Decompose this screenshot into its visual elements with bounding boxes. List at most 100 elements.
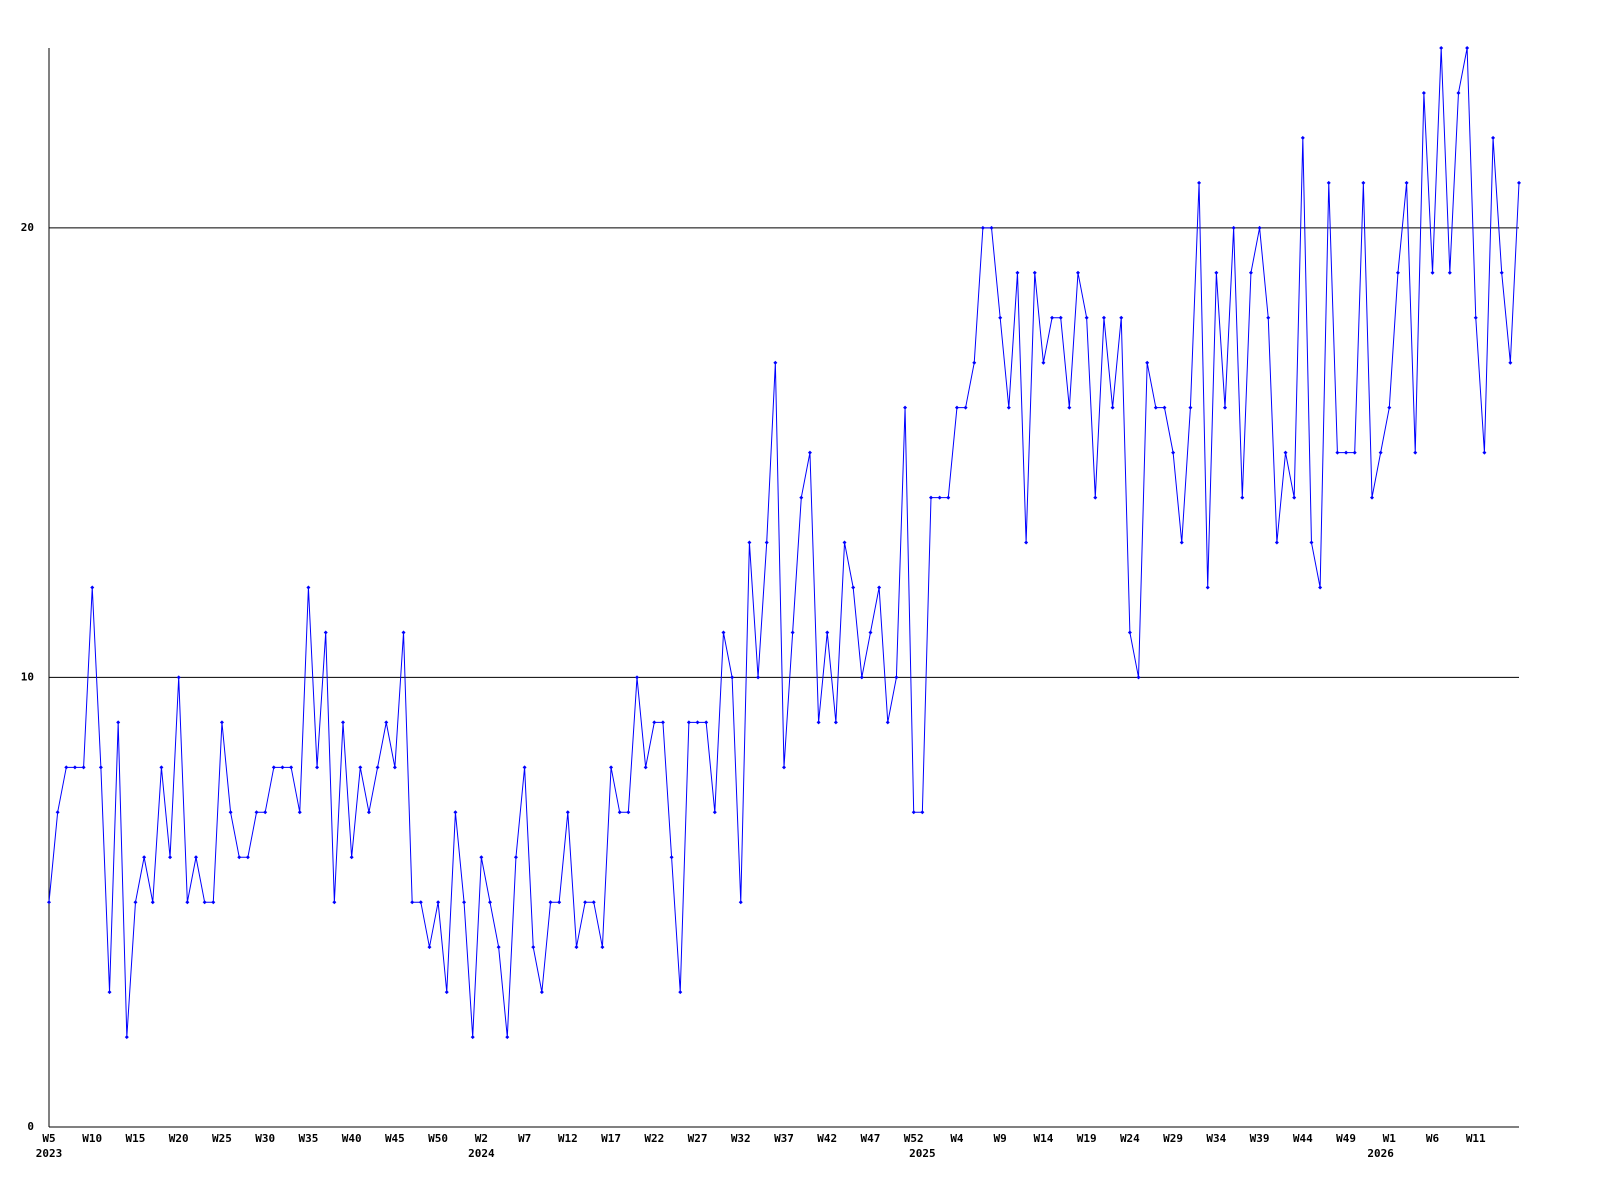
marker — [1309, 540, 1314, 545]
x-tick-label: W44 — [1293, 1132, 1313, 1145]
marker — [1076, 270, 1080, 275]
marker — [366, 810, 371, 815]
marker — [228, 810, 233, 815]
marker — [583, 900, 588, 905]
marker — [1171, 450, 1176, 455]
marker — [116, 720, 121, 725]
x-tick-label: W6 — [1426, 1132, 1440, 1145]
x-tick-label: W12 — [558, 1132, 578, 1145]
marker — [1300, 135, 1305, 140]
marker — [202, 900, 207, 905]
marker — [64, 765, 69, 770]
marker — [1110, 405, 1115, 410]
marker — [885, 720, 890, 725]
x-tick-label: W9 — [994, 1132, 1007, 1145]
marker — [1041, 360, 1046, 365]
marker — [877, 585, 882, 590]
marker — [1136, 675, 1141, 680]
marker — [1119, 315, 1124, 320]
marker — [1491, 135, 1496, 140]
marker — [790, 630, 795, 635]
marker — [1318, 585, 1323, 590]
marker — [245, 855, 250, 860]
marker — [980, 225, 985, 230]
marker — [488, 900, 492, 905]
marker — [712, 810, 717, 815]
marker — [427, 945, 432, 950]
marker — [946, 495, 951, 500]
x-year-label: 2026 — [1367, 1147, 1394, 1160]
marker — [807, 450, 812, 455]
line — [48, 47, 1520, 1038]
x-tick-label: W40 — [342, 1132, 362, 1145]
marker — [1257, 225, 1262, 230]
marker — [1197, 180, 1202, 185]
marker — [133, 900, 138, 905]
marker — [505, 1035, 510, 1040]
x-tick-label: W20 — [169, 1132, 189, 1145]
marker — [55, 810, 60, 815]
marker — [1162, 405, 1167, 410]
x-tick-label: W7 — [518, 1132, 531, 1145]
marker — [1456, 90, 1461, 95]
marker — [609, 765, 614, 770]
x-tick-label: W29 — [1163, 1132, 1183, 1145]
marker — [384, 720, 389, 725]
marker — [159, 765, 164, 770]
marker — [773, 360, 778, 365]
marker — [695, 720, 700, 725]
marker — [496, 945, 501, 950]
marker — [375, 765, 380, 770]
marker — [1223, 405, 1227, 410]
marker — [1439, 46, 1444, 50]
marker — [825, 630, 830, 635]
marker — [1499, 270, 1504, 275]
marker — [1127, 630, 1132, 635]
marker — [660, 720, 665, 725]
x-tick-label: W52 — [904, 1132, 924, 1145]
marker — [1517, 180, 1521, 185]
marker — [280, 765, 285, 770]
marker — [271, 765, 276, 770]
marker — [107, 990, 112, 995]
x-year-label: 2025 — [909, 1147, 936, 1160]
marker — [211, 900, 216, 905]
x-tick-label: W39 — [1250, 1132, 1270, 1145]
marker — [470, 1035, 475, 1040]
marker — [315, 765, 320, 770]
x-tick-label: W45 — [385, 1132, 405, 1145]
marker — [1465, 46, 1470, 50]
marker — [358, 765, 363, 770]
marker — [1101, 315, 1106, 320]
marker — [1179, 540, 1184, 545]
marker — [989, 225, 994, 230]
marker — [1093, 495, 1098, 500]
x-tick-label: W15 — [126, 1132, 146, 1145]
marker — [747, 540, 752, 545]
marker — [1482, 450, 1487, 455]
marker — [142, 855, 147, 860]
marker — [859, 675, 864, 680]
x-tick-label: W1 — [1383, 1132, 1397, 1145]
marker — [686, 720, 691, 725]
marker — [1067, 405, 1072, 410]
marker — [626, 810, 631, 815]
marker — [730, 675, 735, 680]
marker — [799, 495, 804, 500]
marker — [1266, 315, 1271, 320]
marker — [522, 765, 527, 770]
marker — [617, 810, 622, 815]
marker — [1404, 180, 1409, 185]
x-tick-label: W34 — [1206, 1132, 1226, 1145]
x-tick-label: W10 — [82, 1132, 102, 1145]
marker — [1058, 315, 1063, 320]
marker — [98, 765, 103, 770]
x-tick-label: W4 — [950, 1132, 964, 1145]
marker — [894, 675, 899, 680]
marker — [652, 720, 657, 725]
marker — [1413, 450, 1418, 455]
marker — [436, 900, 441, 905]
marker — [289, 765, 294, 770]
marker — [954, 405, 959, 410]
marker — [418, 900, 423, 905]
